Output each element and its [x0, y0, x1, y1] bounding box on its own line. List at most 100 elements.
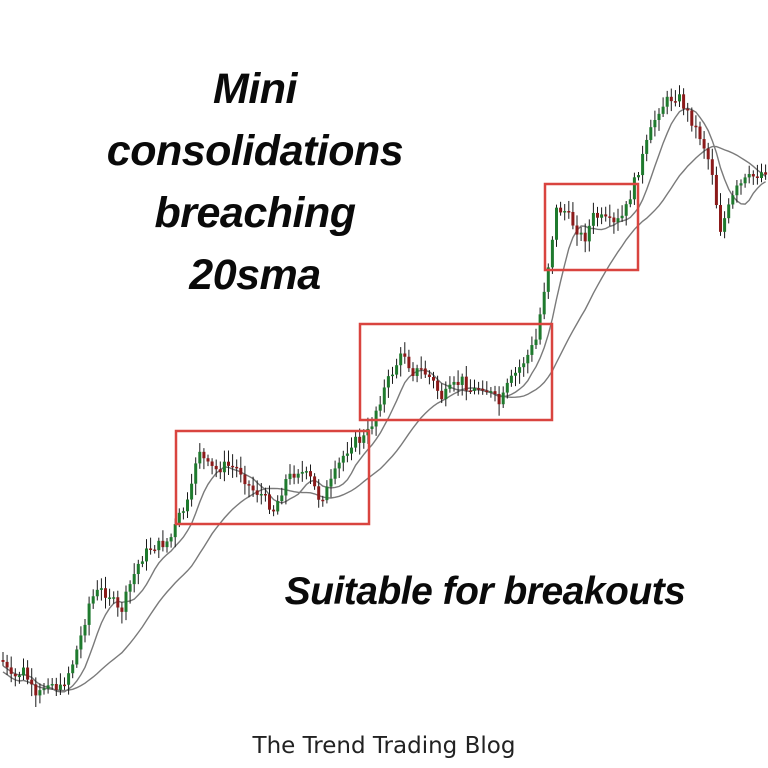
candle-body	[661, 106, 665, 114]
candle-body	[50, 684, 54, 686]
candle-body	[255, 490, 259, 495]
candle-body	[559, 207, 563, 213]
candle-body	[259, 493, 263, 496]
candle-body	[657, 113, 661, 120]
candle-body	[284, 479, 288, 496]
headline-line-4: 20sma	[189, 251, 321, 299]
candle-body	[83, 624, 87, 636]
candle-body	[628, 199, 632, 205]
candle-body	[432, 376, 435, 381]
candle-body	[497, 393, 501, 405]
candle-body	[719, 205, 722, 232]
candle-body	[751, 174, 755, 177]
candle-body	[616, 218, 620, 223]
candle-body	[46, 685, 50, 689]
candle-body	[247, 484, 251, 486]
candle-body	[747, 174, 751, 178]
candle-body	[583, 232, 587, 242]
candle-body	[550, 239, 554, 268]
candle-body	[190, 483, 194, 500]
candle-body	[333, 468, 337, 479]
candle-body	[362, 435, 366, 443]
candle-body	[5, 661, 9, 668]
candle-body	[485, 390, 489, 393]
candle-body	[690, 110, 694, 126]
candle-body	[173, 524, 177, 538]
candle-body	[673, 101, 677, 103]
candle-body	[124, 591, 128, 612]
candle-body	[608, 216, 612, 218]
candle-body	[522, 363, 526, 368]
candle-body	[112, 597, 116, 599]
candle-body	[694, 125, 698, 128]
candle-body	[280, 495, 284, 502]
candle-body	[222, 461, 226, 473]
candle-body	[218, 469, 222, 473]
candle-body	[665, 96, 669, 107]
candle-body	[292, 473, 296, 478]
candle-body	[587, 225, 591, 242]
candle-body	[743, 177, 747, 184]
candle-body	[268, 494, 271, 510]
candle-body	[415, 368, 419, 376]
candle-body	[345, 453, 349, 456]
candle-body	[624, 204, 628, 216]
candle-body	[165, 541, 169, 548]
candle-body	[17, 675, 21, 678]
candle-body	[555, 207, 558, 240]
candle-body	[309, 471, 312, 477]
candle-body	[591, 212, 595, 226]
candle-body	[136, 563, 140, 575]
candle-body	[300, 471, 304, 474]
candle-body	[440, 390, 444, 400]
candle-body	[403, 353, 407, 357]
candle-body	[731, 195, 735, 205]
candle-body	[514, 372, 517, 376]
candle-body	[177, 512, 181, 525]
candle-body	[596, 212, 599, 218]
candle-body	[329, 478, 333, 487]
candle-body	[481, 388, 485, 391]
candle-body	[542, 291, 546, 315]
candle-body	[382, 387, 386, 405]
candle-body	[22, 667, 25, 676]
candle-body	[706, 148, 710, 160]
candle-body	[669, 96, 673, 102]
candle-body	[325, 486, 329, 501]
candle-body	[546, 267, 550, 292]
candle-body	[370, 426, 374, 429]
candle-body	[108, 597, 112, 599]
candle-body	[58, 684, 62, 690]
candle-body	[468, 390, 472, 393]
candle-body	[395, 365, 399, 375]
candle-body	[563, 211, 567, 213]
consolidation-box-2	[358, 322, 554, 422]
candle-body	[427, 374, 431, 377]
candle-body	[604, 214, 608, 217]
candle-body	[714, 174, 718, 206]
candlesticks	[1, 85, 768, 708]
candle-body	[169, 537, 173, 542]
candle-body	[645, 139, 649, 154]
candle-body	[243, 474, 247, 485]
candle-body	[313, 476, 317, 487]
candle-body	[296, 473, 300, 478]
candle-body	[9, 667, 13, 674]
candle-body	[227, 461, 230, 466]
candle-body	[477, 388, 481, 390]
candle-body	[120, 607, 124, 612]
candle-body	[38, 690, 42, 696]
candle-body	[251, 485, 255, 491]
candle-body	[67, 673, 71, 685]
candle-body	[350, 447, 353, 454]
candle-body	[54, 684, 58, 690]
headline-line-1: Mini	[213, 65, 297, 113]
candle-body	[505, 382, 509, 393]
candle-body	[304, 471, 308, 473]
candle-body	[378, 404, 382, 411]
candle-body	[26, 667, 30, 680]
candle-body	[194, 463, 198, 484]
candle-body	[276, 501, 280, 512]
candle-body	[698, 126, 702, 140]
